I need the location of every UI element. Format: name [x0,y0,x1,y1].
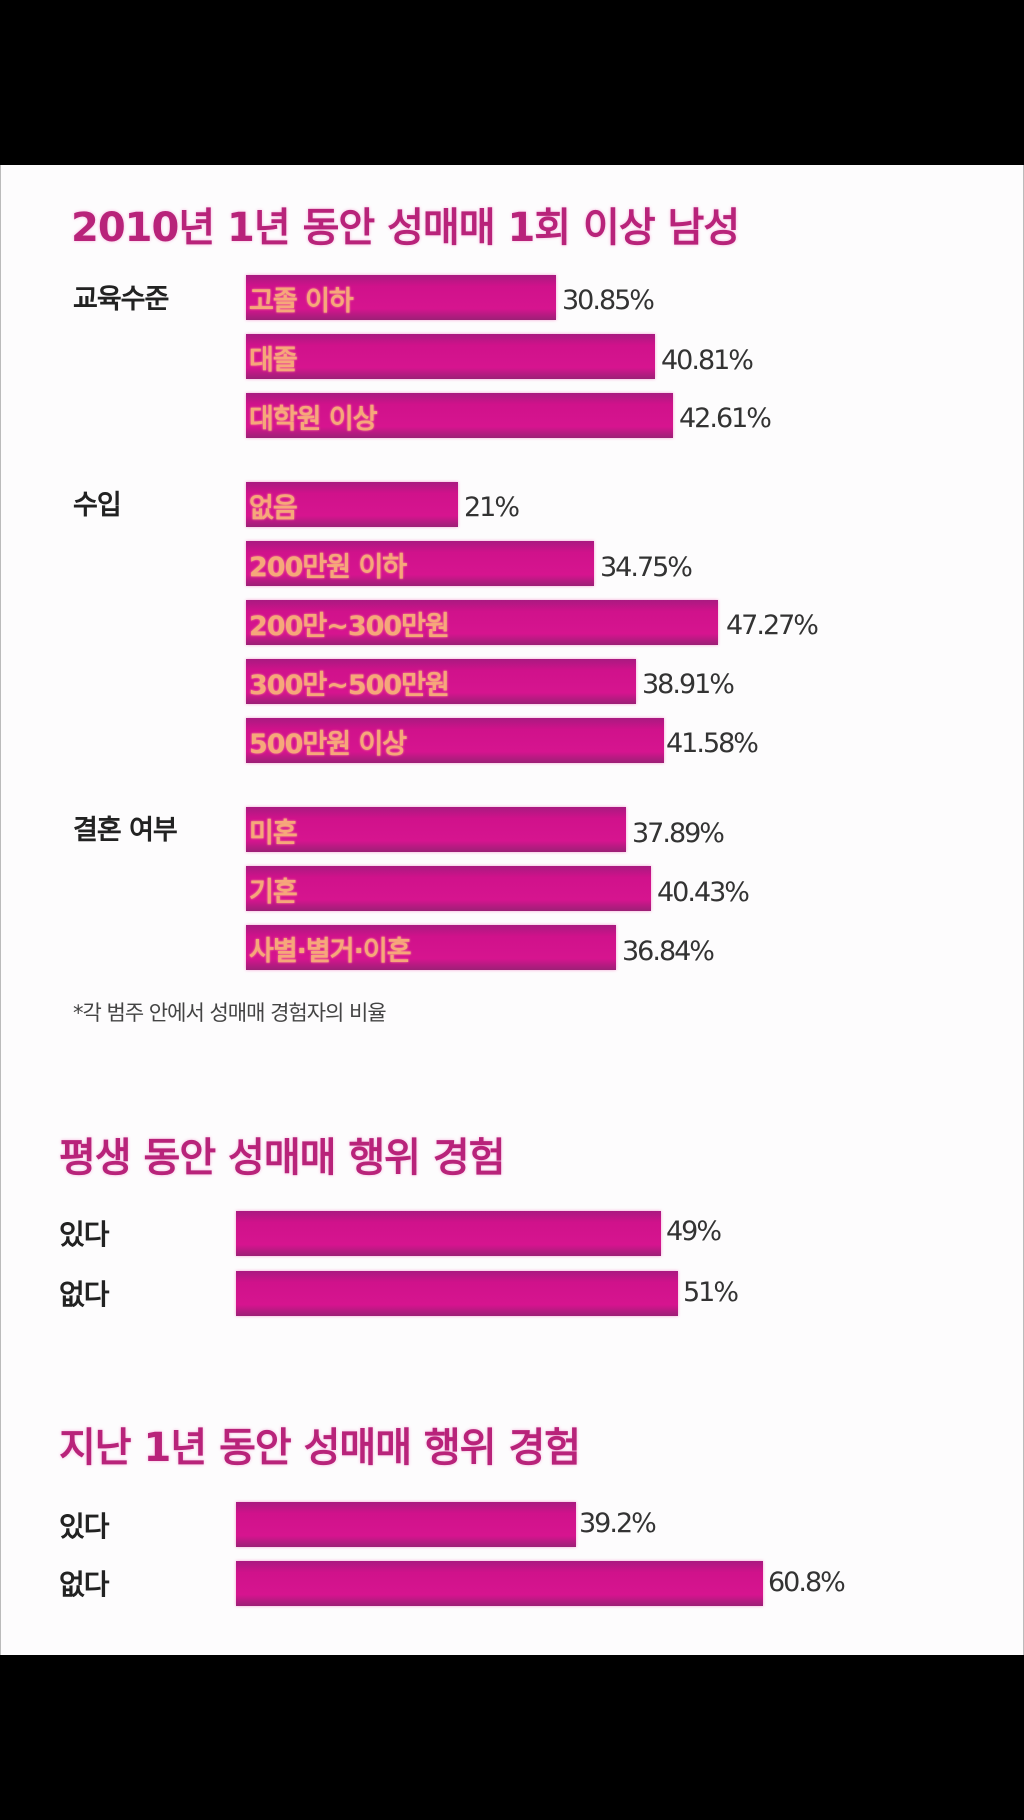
bar-income-200-300: 200만~300만원 [246,600,718,645]
value-label: 49% [666,1216,722,1247]
group-label-income: 수입 [73,490,122,521]
value-label: 36.84% [622,936,715,967]
bar-label: 200만~300만원 [249,611,450,642]
value-label: 40.81% [661,345,754,376]
bar-marital-single: 미혼 [246,807,626,852]
bar-label: 대학원 이상 [249,404,378,435]
label-yes: 있다 [59,1510,110,1543]
bar-label: 미혼 [249,818,298,849]
group-label-marital: 결혼 여부 [73,815,178,846]
value-label: 37.89% [632,818,725,849]
value-label: 21% [464,492,520,523]
bar-marital-separated: 사별·별거·이혼 [246,925,616,970]
value-label: 60.8% [768,1567,846,1598]
bar-lifetime-no [236,1271,678,1316]
value-label: 34.75% [600,552,693,583]
bar-income-300-500: 300만~500만원 [246,659,636,704]
bar-label: 고졸 이하 [249,286,354,317]
bar-lastyear-no [236,1561,763,1606]
bar-label: 대졸 [249,345,298,376]
value-label: 39.2% [579,1508,657,1539]
value-label: 51% [683,1277,739,1308]
value-label: 40.43% [657,877,750,908]
section3-title: 지난 1년 동안 성매매 행위 경험 [59,1425,581,1471]
bar-label: 기혼 [249,877,298,908]
value-label: 42.61% [679,403,772,434]
section1-title: 2010년 1년 동안 성매매 1회 이상 남성 [71,205,740,251]
label-no: 없다 [59,1568,110,1601]
value-label: 38.91% [642,669,735,700]
bar-label: 없음 [249,493,298,524]
bar-income-under-200: 200만원 이하 [246,541,594,586]
bar-income-over-500: 500만원 이상 [246,718,664,763]
footnote: *각 범주 안에서 성매매 경험자의 비율 [73,1001,387,1025]
bar-label: 200만원 이하 [249,552,407,583]
group-label-education: 교육수준 [73,284,169,315]
bar-lifetime-yes [236,1211,661,1256]
bar-education-highschool: 고졸 이하 [246,275,556,320]
bar-income-none: 없음 [246,482,458,527]
value-label: 47.27% [726,610,819,641]
section2-title: 평생 동안 성매매 행위 경험 [59,1135,506,1181]
value-label: 41.58% [666,728,759,759]
bar-lastyear-yes [236,1502,576,1547]
value-label: 30.85% [562,285,655,316]
bar-label: 사별·별거·이혼 [249,936,412,967]
bar-marital-married: 기혼 [246,866,651,911]
infographic-panel: 2010년 1년 동안 성매매 1회 이상 남성 교육수준 고졸 이하 30.8… [0,165,1024,1655]
bar-education-graduate: 대학원 이상 [246,393,673,438]
bar-label: 300만~500만원 [249,670,450,701]
bar-education-college: 대졸 [246,334,655,379]
label-yes: 있다 [59,1218,110,1251]
label-no: 없다 [59,1278,110,1311]
bar-label: 500만원 이상 [249,729,407,760]
